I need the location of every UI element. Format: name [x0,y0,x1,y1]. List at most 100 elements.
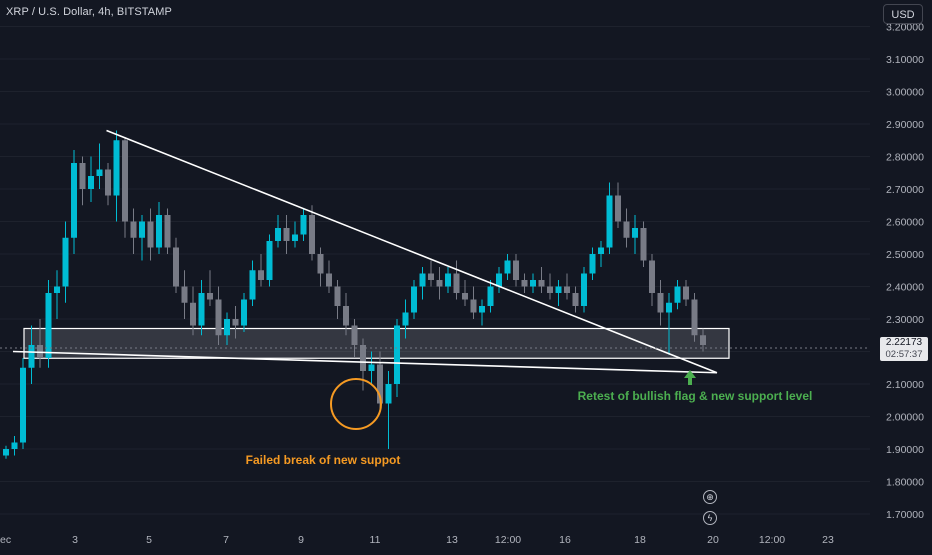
candle-body [198,293,205,326]
price-tick-label: 2.90000 [886,119,924,131]
annotations: Failed break of new suppot Retest of bull… [0,347,870,467]
candle-body [572,293,579,306]
candle-body [683,286,689,300]
price-axis: 1.700001.800001.900002.000002.100002.200… [886,22,924,522]
time-tick-label: 5 [146,534,152,546]
candle-body [606,195,613,248]
candle-body [385,384,392,404]
price-tick-label: 2.30000 [886,314,924,326]
candle-body [139,221,145,238]
candle-body [45,293,52,358]
candle-body [11,442,18,449]
candle-body [207,293,213,300]
bar-countdown: 02:57:37 [885,349,923,360]
candle-body [674,286,681,303]
candle-body [368,364,375,371]
candle-body [113,140,120,196]
candle-body [20,367,26,443]
candle-body [37,345,43,358]
candle-body [309,215,315,254]
annotation-retest: Retest of bullish flag & new support lev… [578,389,813,403]
failed-break-circle [330,378,382,430]
price-tick-label: 2.40000 [886,282,924,294]
candle-body [122,140,128,222]
candle-body [258,270,264,280]
candle-body [419,273,426,287]
candle-body [88,176,94,189]
candle-body [266,241,273,280]
candle-body [241,299,247,326]
candle-body [79,163,86,189]
candle-body [581,273,587,306]
candle-body [649,260,655,293]
candle-body [71,163,77,238]
candle-body [249,270,256,300]
price-tick-label: 2.10000 [886,379,924,391]
time-tick-label: 20 [707,534,719,546]
up-arrow-icon [684,370,696,385]
candle-body [351,325,358,345]
price-tick-label: 1.70000 [886,509,924,521]
time-axis: ec 3 5 7 9 11 13 12:00 16 18 20 12:00 23 [0,534,834,546]
candle-body [453,273,460,293]
price-tick-label: 2.60000 [886,217,924,229]
price-tick-label: 2.50000 [886,249,924,261]
candle-body [470,299,477,313]
price-tick-label: 2.00000 [886,412,924,424]
price-tick-label: 2.80000 [886,152,924,164]
candle-body [479,306,485,313]
candle-body [538,280,545,287]
annotation-failed-break: Failed break of new suppot [246,453,401,467]
candle-body [598,247,604,254]
price-tick-label: 2.70000 [886,184,924,196]
candle-body [564,286,570,293]
price-tick-label: 3.00000 [886,87,924,99]
candle-body [377,364,383,404]
lightning-icon[interactable]: ϟ [703,511,717,525]
trendlines [12,129,718,374]
candle-body [28,345,35,368]
support-zone-rect [23,327,730,359]
candle-body [317,254,324,274]
trendline [106,129,718,374]
candle-body [700,335,706,345]
candle-body [215,299,222,336]
candle-body [156,215,162,248]
support-zone [23,327,730,359]
candle-body [190,302,196,326]
crosshair-icon[interactable]: ⊕ [703,490,717,504]
time-tick-label: ec [0,534,11,546]
price-tick-label: 3.10000 [886,54,924,66]
time-tick-label: 12:00 [759,534,785,546]
candle-body [360,345,366,371]
time-tick-label: 11 [370,534,381,546]
candle-body [530,280,536,287]
candle-body [657,293,664,313]
candle-body [402,312,409,326]
candle-body [623,221,630,238]
candle-body [130,221,137,238]
candle-body [504,260,511,274]
price-tick-label: 1.80000 [886,477,924,489]
currency-button[interactable]: USD [883,4,923,24]
candle-body [411,286,417,313]
candle-body [334,286,341,306]
candle-body [105,169,111,196]
candle-body [547,286,553,293]
candle-body [3,449,9,456]
candle-body [283,228,290,241]
candle-body [615,195,621,222]
grid [0,26,870,515]
candle-body [343,306,349,326]
candle-body [54,286,60,293]
candle-body [462,293,468,300]
candle-body [445,273,451,287]
candle-body [428,273,434,280]
candle-body [181,286,188,303]
time-tick-label: 23 [822,534,834,546]
price-tick-label: 1.90000 [886,444,924,456]
candle-body [147,221,154,248]
time-tick-label: 18 [634,534,646,546]
